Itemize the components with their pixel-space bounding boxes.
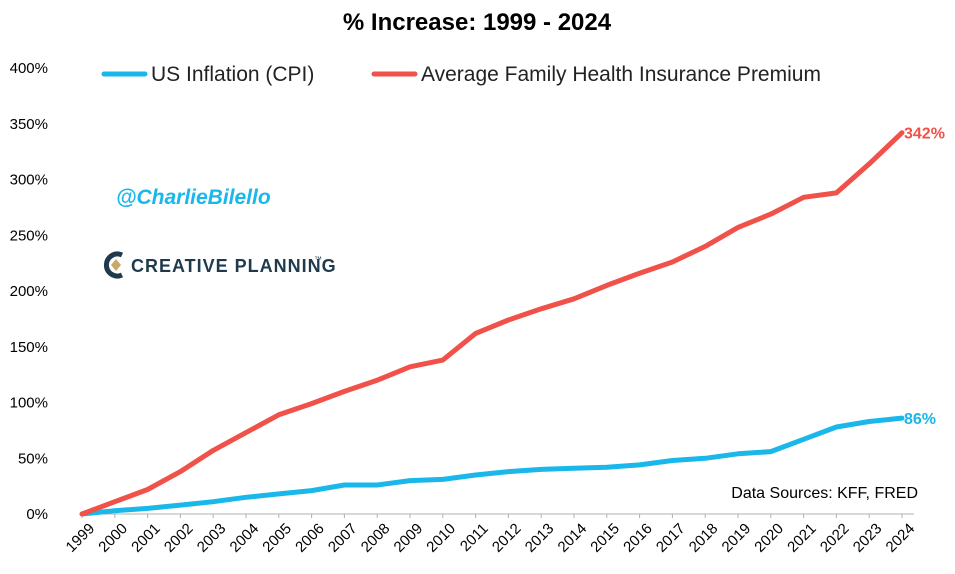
x-tick-label: 2020 xyxy=(751,520,787,556)
x-tick-label: 2002 xyxy=(161,520,197,556)
series-line-us-inflation xyxy=(79,415,905,517)
y-tick-label: 300% xyxy=(10,172,48,189)
legend-label-health-premium: Average Family Health Insurance Premium xyxy=(421,63,821,86)
brand-trademark: ™ xyxy=(314,255,322,264)
x-tick-label: 2018 xyxy=(686,520,722,556)
legend: US Inflation (CPI) Average Family Health… xyxy=(101,63,821,86)
end-label-us-inflation: 86% xyxy=(904,411,936,428)
y-axis-ticks: 0% 50% 100% 150% 200% 250% 300% 350% 400% xyxy=(10,60,48,523)
x-tick-label: 2022 xyxy=(817,520,853,556)
x-tick-label: 2004 xyxy=(227,520,263,556)
y-tick-label: 400% xyxy=(10,60,48,77)
y-tick-label: 200% xyxy=(10,283,48,300)
end-label-health-premium: 342% xyxy=(904,126,945,143)
watermark-handle: @CharlieBilello xyxy=(116,186,271,209)
x-tick-label: 2008 xyxy=(358,520,394,556)
y-tick-label: 150% xyxy=(10,339,48,356)
legend-label-us-inflation: US Inflation (CPI) xyxy=(151,63,314,86)
data-source: Data Sources: KFF, FRED xyxy=(731,485,918,502)
brand-name: CREATIVE PLANNING xyxy=(131,256,337,276)
x-tick-label: 2014 xyxy=(555,520,591,556)
y-tick-label: 0% xyxy=(26,506,48,523)
series-lines xyxy=(79,130,905,517)
x-tick-label: 2013 xyxy=(522,520,558,556)
end-labels: 86% 342% xyxy=(904,126,945,428)
x-tick-label: 2000 xyxy=(95,520,131,556)
x-tick-label: 2005 xyxy=(259,520,295,556)
x-tick-label: 2019 xyxy=(719,520,755,556)
x-tick-label: 2009 xyxy=(391,520,427,556)
x-tick-label: 2017 xyxy=(653,520,689,556)
x-tick-label: 2003 xyxy=(194,520,230,556)
x-tick-label: 2024 xyxy=(883,520,919,556)
x-tick-label: 2001 xyxy=(128,520,164,556)
x-tick-label: 1999 xyxy=(63,520,99,556)
y-tick-label: 250% xyxy=(10,227,48,244)
x-tick-label: 2023 xyxy=(850,520,886,556)
series-line-health-premium xyxy=(79,130,905,517)
x-tick-label: 2016 xyxy=(620,520,656,556)
y-tick-label: 350% xyxy=(10,116,48,133)
chart-title: % Increase: 1999 - 2024 xyxy=(343,9,612,36)
y-tick-label: 100% xyxy=(10,395,48,412)
y-tick-label: 50% xyxy=(18,450,48,467)
x-tick-label: 2006 xyxy=(292,520,328,556)
x-tick-label: 2012 xyxy=(489,520,525,556)
x-tick-label: 2021 xyxy=(784,520,820,556)
x-tick-label: 2010 xyxy=(423,520,459,556)
x-tick-label: 2011 xyxy=(457,520,492,555)
x-tick-label: 2007 xyxy=(325,520,361,556)
x-tick-label: 2015 xyxy=(587,520,623,556)
x-axis-ticks: 1999200020012002200320042005200620072008… xyxy=(63,514,919,556)
brand-logo-icon xyxy=(103,251,124,279)
brand-logo: CREATIVE PLANNING ™ xyxy=(103,251,337,279)
